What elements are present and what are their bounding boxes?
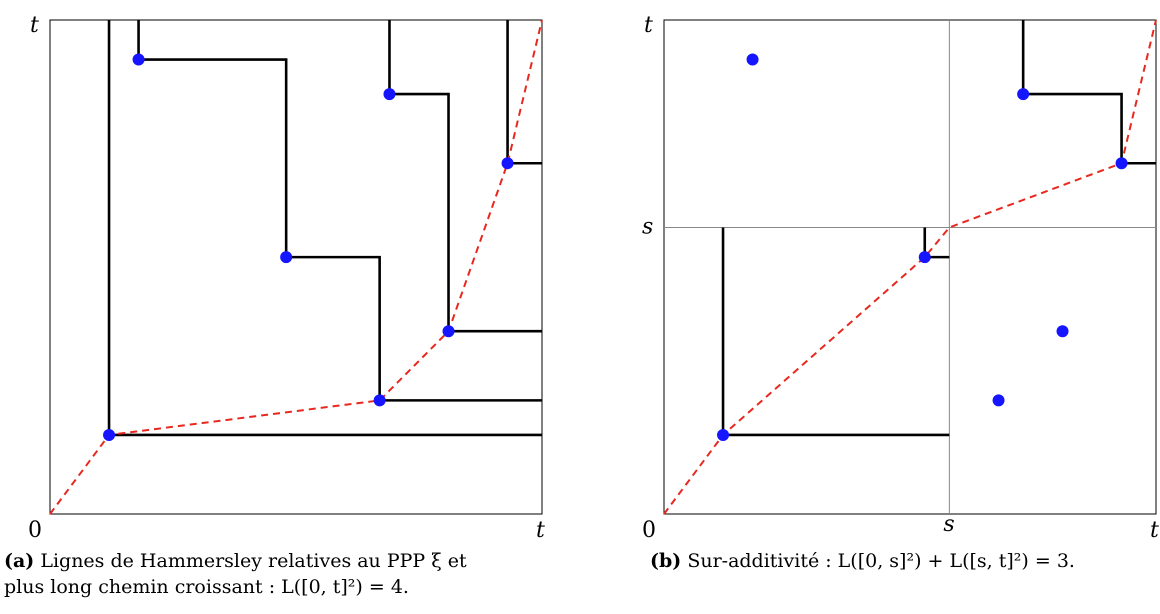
panel-a-longest-path: [49, 19, 543, 515]
poisson-point: [501, 157, 514, 170]
poisson-point: [373, 394, 386, 407]
poisson-point: [746, 53, 759, 66]
hammersley-line: [137, 20, 542, 402]
panel-a-points: [103, 53, 514, 441]
poisson-point: [383, 88, 396, 101]
panel-b-y-label-s: s: [642, 214, 653, 239]
panel-b-frame: [663, 19, 1157, 515]
caption-a-line2: plus long chemin croissant : L([0, t]²) …: [4, 576, 409, 598]
caption-b-line1: Sur-additivité : L([0, s]²) + L([s, t]²)…: [687, 550, 1075, 572]
panel-b-x-label-t: t: [1150, 518, 1159, 543]
panel-a-frame: [49, 19, 543, 515]
panel-b: t s 0 s t: [642, 13, 1159, 543]
caption-a-line1: Lignes de Hammersley relatives au PPP ξ …: [40, 550, 467, 572]
poisson-point: [1056, 325, 1069, 338]
poisson-point: [280, 251, 293, 264]
panel-b-longest-path: [663, 19, 1157, 515]
poisson-point: [103, 428, 116, 441]
poisson-point: [442, 325, 455, 338]
panel-a-y-label-t: t: [30, 13, 39, 38]
panel-b-x-label-s: s: [943, 512, 954, 537]
panel-a-hammersley-lines: [107, 20, 542, 437]
hammersley-line: [107, 20, 542, 437]
panel-b-y-label-t: t: [644, 13, 653, 38]
panel-b-origin-label: 0: [642, 518, 656, 543]
hammersley-line: [388, 20, 542, 333]
poisson-point: [1017, 88, 1030, 101]
poisson-point: [1115, 157, 1128, 170]
hammersley-line: [1021, 20, 1156, 165]
caption-b: (b) Sur-additivité : L([0, s]²) + L([s, …: [650, 548, 1160, 574]
caption-a-tag: (a): [4, 550, 35, 572]
caption-a: (a) Lignes de Hammersley relatives au PP…: [4, 548, 579, 600]
poisson-point: [992, 394, 1005, 407]
poisson-point: [717, 428, 730, 441]
caption-b-tag: (b): [650, 550, 682, 572]
panel-a-x-label-t: t: [536, 518, 545, 543]
panel-b-points: [717, 53, 1128, 441]
panel-a: t 0 t: [28, 13, 545, 543]
poisson-point: [132, 53, 145, 66]
panel-a-origin-label: 0: [28, 518, 42, 543]
poisson-point: [918, 251, 931, 264]
